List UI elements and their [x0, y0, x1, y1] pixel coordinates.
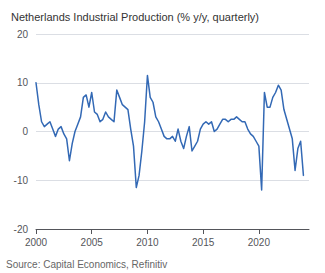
svg-text:10: 10	[17, 77, 29, 88]
svg-text:2010: 2010	[136, 237, 159, 248]
svg-text:Source: Capital Economics, Ref: Source: Capital Economics, Refinitiv	[6, 259, 167, 270]
svg-text:2000: 2000	[25, 237, 48, 248]
svg-text:2005: 2005	[81, 237, 104, 248]
svg-text:0: 0	[22, 126, 28, 137]
svg-text:2020: 2020	[248, 237, 271, 248]
svg-text:2015: 2015	[192, 237, 215, 248]
svg-text:20: 20	[17, 29, 29, 40]
svg-text:-10: -10	[14, 175, 29, 186]
svg-text:Netherlands Industrial Product: Netherlands Industrial Production (% y/y…	[11, 11, 259, 23]
svg-text:-20: -20	[14, 224, 29, 235]
